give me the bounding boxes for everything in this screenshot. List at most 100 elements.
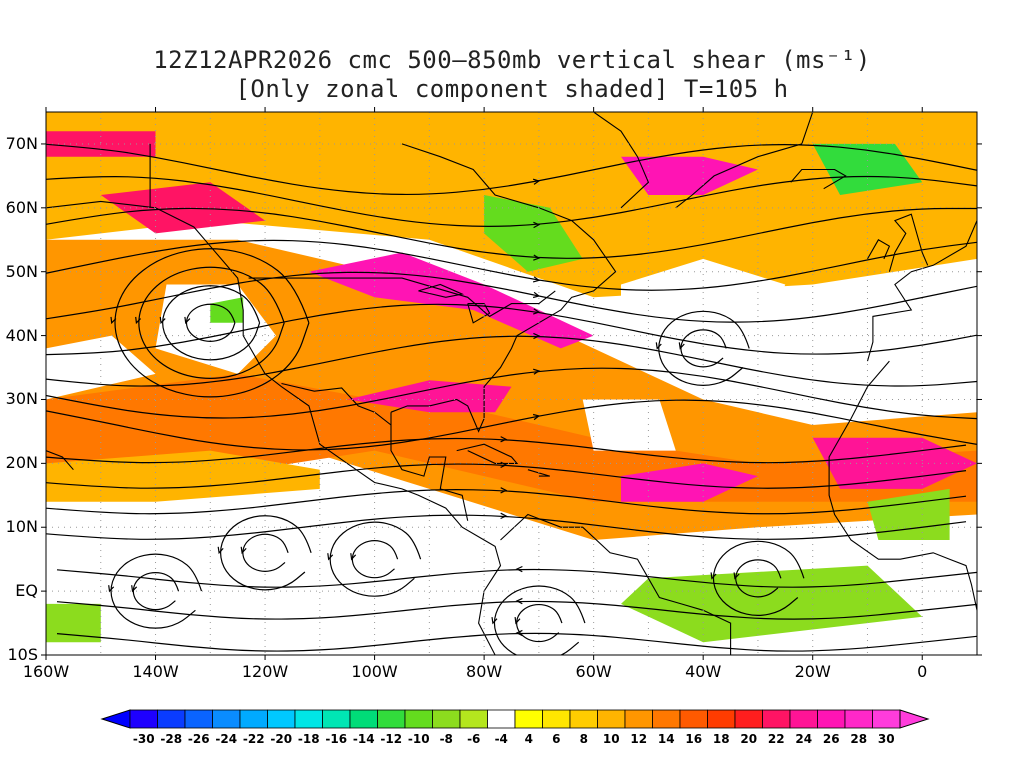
shear-region: [46, 450, 320, 502]
streamline-arrow: [655, 342, 662, 350]
streamline: [46, 207, 977, 259]
streamline: [242, 533, 289, 572]
longitude-label: 120W: [241, 662, 289, 681]
coastline: [675, 112, 814, 209]
streamline-arrow: [108, 585, 115, 593]
colorbar-label: 16: [685, 732, 703, 746]
jet-max: [100, 182, 266, 234]
map-title-line2: [Only zonal component shaded] T=105 h: [235, 75, 789, 103]
streamline: [46, 399, 977, 451]
streamline: [680, 329, 727, 368]
coastline: [46, 200, 502, 655]
latitude-label: 10S: [7, 645, 38, 664]
streamline-arrow: [533, 332, 541, 340]
axis-ticks: [41, 107, 982, 660]
streamline-arrow: [240, 546, 247, 555]
streamline-arrow: [135, 316, 142, 325]
streamline: [56, 568, 977, 588]
streamline: [46, 143, 977, 196]
streamline: [351, 540, 399, 579]
streamline: [658, 310, 750, 386]
colorbar-label: 22: [767, 732, 785, 746]
streamline-arrow: [515, 597, 523, 605]
streamline-arrow: [533, 221, 541, 229]
easterly-shear: [46, 603, 101, 643]
latitude-label: 60N: [5, 197, 38, 217]
longitude-label: 80W: [466, 662, 503, 681]
jet-max: [621, 463, 758, 502]
streamline: [493, 585, 586, 655]
latitude-label: 10N: [5, 517, 38, 537]
colorbar-label: -4: [494, 732, 508, 746]
streamline-arrow: [733, 572, 740, 580]
jet-max: [347, 380, 512, 413]
shear-region: [46, 373, 977, 502]
streamline-arrow: [533, 254, 541, 261]
colorbar-label: 30: [877, 732, 895, 746]
coastline: [46, 450, 74, 471]
streamline: [46, 175, 977, 227]
easterly-shear: [867, 488, 950, 540]
streamline: [46, 271, 977, 323]
streamline: [46, 303, 977, 356]
colorbar-label: 6: [552, 732, 561, 746]
latitude-label: 30N: [5, 389, 38, 409]
colorbar-label: -30: [132, 732, 155, 746]
weak-shear: [155, 284, 276, 374]
latitude-label: 40N: [5, 325, 38, 345]
streamline-arrow: [500, 512, 508, 520]
lat-lon-gridlines: [46, 112, 977, 655]
colorbar-label: -8: [439, 732, 453, 746]
colorbar-label: -10: [407, 732, 430, 746]
colorbar-label: 12: [630, 732, 648, 746]
lake: [418, 283, 465, 298]
streamline: [46, 239, 977, 291]
streamline-arrow: [532, 276, 541, 283]
map-frame: [45, 111, 978, 656]
longitude-label: 160W: [22, 662, 70, 681]
streamline-arrow: [514, 617, 521, 625]
lake: [467, 303, 491, 324]
colorbar-label: -14: [352, 732, 375, 746]
longitude-label: 100W: [351, 662, 398, 681]
streamline: [110, 553, 203, 629]
weak-shear: [582, 399, 676, 451]
streamline: [56, 600, 977, 620]
coastline: [867, 239, 891, 260]
colorbar-label: 20: [740, 732, 758, 746]
streamline: [162, 285, 261, 361]
streamline-arrow: [131, 585, 138, 593]
longitude-label: 60W: [575, 662, 612, 681]
colorbar-label: 10: [602, 732, 620, 746]
colorbar-label: 28: [850, 732, 868, 746]
streamline-arrow: [500, 436, 508, 443]
colorbar-label: 24: [795, 732, 813, 746]
coastline: [866, 220, 977, 362]
streamline: [132, 572, 180, 611]
streamline-arrow: [533, 308, 541, 315]
streamline: [735, 559, 782, 598]
latitude-label: 20N: [5, 453, 38, 473]
streamline: [46, 367, 977, 420]
coastline: [593, 112, 650, 209]
streamline-arrow: [515, 629, 523, 637]
coastline: [500, 513, 732, 655]
streamline: [329, 521, 422, 597]
longitude-label: 40W: [685, 662, 722, 681]
weak-shear: [46, 540, 375, 655]
streamline-arrow: [500, 487, 508, 494]
coastline: [888, 213, 929, 272]
colorbar-label: 14: [657, 732, 675, 746]
streamline-arrow: [678, 342, 685, 350]
streamline: [185, 303, 236, 342]
border: [281, 382, 392, 426]
longitude-label: 20W: [794, 662, 831, 681]
jet-max: [812, 437, 977, 489]
coastline: [790, 168, 847, 190]
streamline: [712, 540, 805, 616]
longitude-label: 0: [917, 662, 928, 681]
coastline: [390, 412, 469, 521]
streamline: [138, 266, 285, 379]
streamline-arrow: [515, 565, 523, 573]
easterly-shear: [812, 143, 923, 195]
